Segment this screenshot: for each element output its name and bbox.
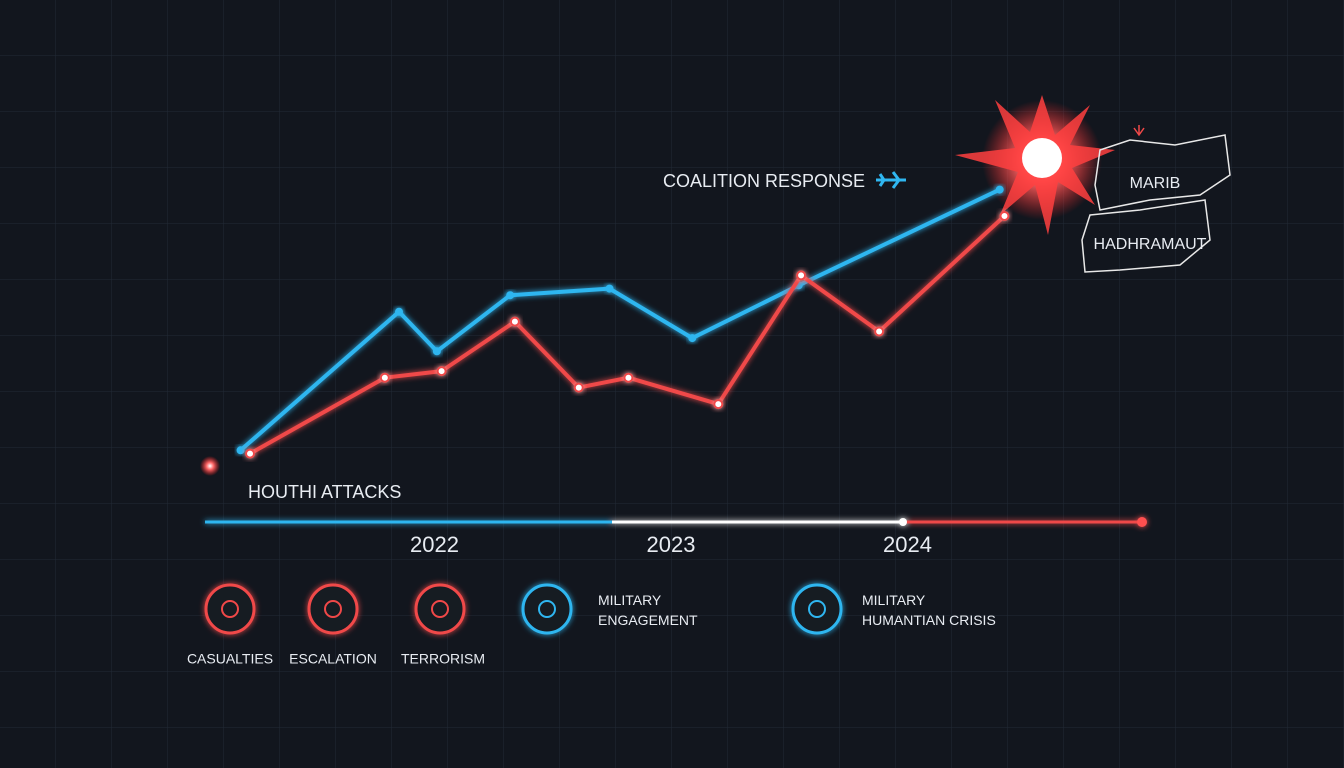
data-point <box>432 347 441 356</box>
plane-icon <box>876 171 906 189</box>
data-point <box>995 185 1004 194</box>
explosion <box>955 95 1115 235</box>
data-point <box>688 334 697 343</box>
data-point <box>874 326 885 337</box>
series-label: HOUTHI ATTACKS <box>248 482 401 502</box>
legend-icon-core <box>221 600 239 618</box>
legend-icon <box>307 583 359 635</box>
region-label: HADHRAMAUT <box>1094 236 1207 253</box>
series-line <box>249 214 1006 456</box>
legend-icon-core <box>808 600 826 618</box>
data-point <box>506 291 515 300</box>
legend-label: MILITARY ENGAGEMENT <box>598 592 698 628</box>
x-tick-label: 2022 <box>410 532 459 557</box>
data-point <box>395 307 404 316</box>
x-tick-label: 2023 <box>647 532 696 557</box>
legend-icon <box>521 583 573 635</box>
legend-icon-core <box>538 600 556 618</box>
region-label: MARIB <box>1130 175 1181 192</box>
legend-icon-core <box>324 600 342 618</box>
timeline <box>205 517 1147 527</box>
data-point <box>509 316 520 327</box>
x-tick-label: 2024 <box>883 532 932 557</box>
data-point <box>436 366 447 377</box>
region-map <box>1081 125 1231 273</box>
data-point <box>713 399 724 410</box>
series-label: COALITION RESPONSE <box>663 171 865 191</box>
legend-icon <box>204 583 256 635</box>
legend-icon-core <box>431 600 449 618</box>
data-point <box>623 372 634 383</box>
legend-label: ESCALATION <box>289 651 377 667</box>
data-point <box>999 211 1010 221</box>
legend-label: CASUALTIES <box>187 651 273 667</box>
data-point <box>236 446 245 455</box>
data-point <box>796 270 807 281</box>
data-point <box>573 382 584 393</box>
legend-icon <box>414 583 466 635</box>
data-point <box>379 372 390 383</box>
legend: CASUALTIES ESCALATION TERRORISM MILITARY ENG… <box>187 583 996 667</box>
data-point <box>245 448 256 459</box>
series-line <box>239 187 1001 452</box>
legend-icon <box>791 583 843 635</box>
legend-label: MILITARY HUMANTIAN CRISIS <box>862 592 996 628</box>
legend-label: TERRORISM <box>401 651 485 667</box>
data-point <box>605 284 614 293</box>
spark <box>200 456 220 476</box>
